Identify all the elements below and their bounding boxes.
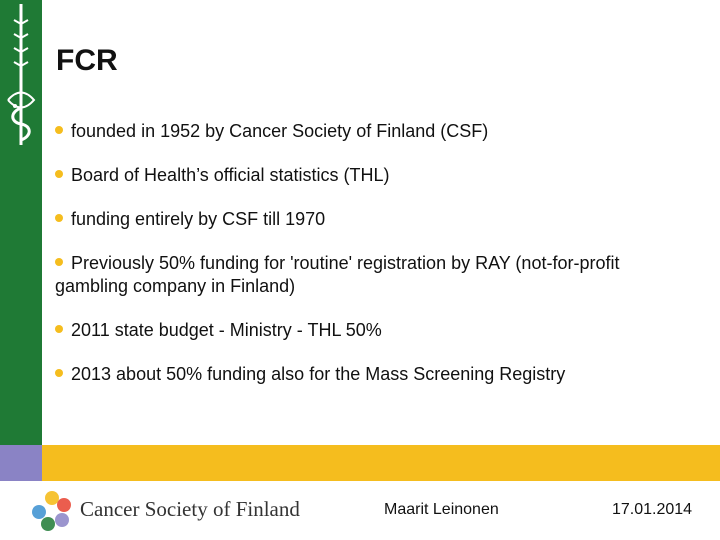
slide-date: 17.01.2014 [612,501,693,518]
accent-band [42,445,720,481]
cancer-society-logo-icon [32,491,71,531]
bullet-item: founded in 1952 by Cancer Society of Fin… [55,120,675,143]
bullet-dot-icon [55,258,63,266]
slide-footer: Cancer Society of Finland Maarit Leinone… [0,481,720,540]
bullet-dot-icon [55,369,63,377]
bullet-dot-icon [55,170,63,178]
slide-title: FCR [56,44,118,77]
bullet-text: founded in 1952 by Cancer Society of Fin… [71,121,489,141]
bullet-item: Previously 50% funding for 'routine' reg… [55,252,675,298]
bullet-item: Board of Health’s official statistics (T… [55,164,675,187]
bullet-text: 2011 state budget - Ministry - THL 50% [71,320,382,340]
sword-serpent-icon [7,4,36,145]
bullet-dot-icon [55,126,63,134]
bullet-item: 2013 about 50% funding also for the Mass… [55,363,675,386]
bullet-text: Board of Health’s official statistics (T… [71,165,390,185]
bullet-dot-icon [55,214,63,222]
bullet-list: founded in 1952 by Cancer Society of Fin… [55,120,675,407]
bullet-text: funding entirely by CSF till 1970 [71,209,326,229]
author-name: Maarit Leinonen [384,501,499,518]
organization-name: Cancer Society of Finland [80,497,300,521]
bullet-item: funding entirely by CSF till 1970 [55,208,675,231]
bullet-item: 2011 state budget - Ministry - THL 50% [55,319,675,342]
bullet-text: Previously 50% funding for 'routine' reg… [55,253,620,296]
left-sidebar-bar [0,0,42,445]
bullet-text: 2013 about 50% funding also for the Mass… [71,364,566,384]
bullet-dot-icon [55,325,63,333]
left-bar-lower-accent [0,445,42,481]
